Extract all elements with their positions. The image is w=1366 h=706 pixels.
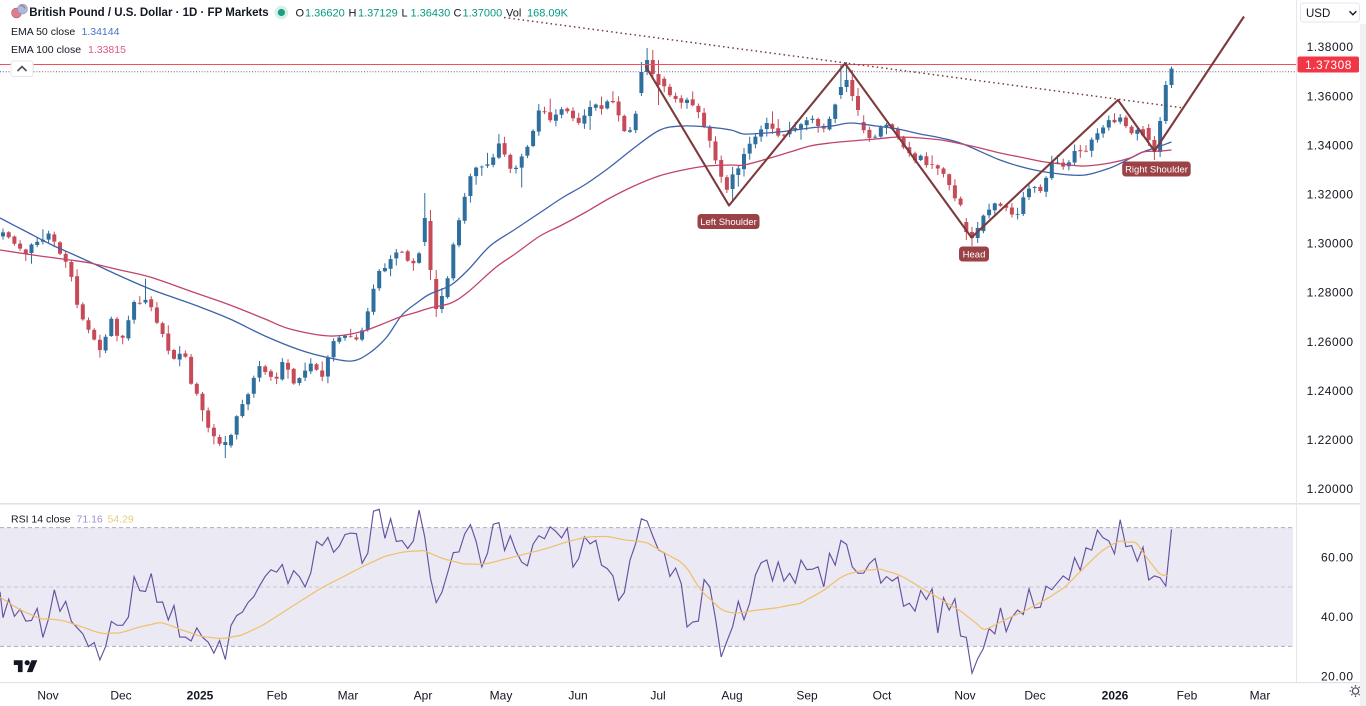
svg-text:1.36000: 1.36000 — [1307, 89, 1354, 103]
svg-text:2026: 2026 — [1102, 689, 1129, 703]
svg-text:Sep: Sep — [796, 689, 818, 703]
svg-text:EMA 50 close: EMA 50 close — [11, 26, 75, 38]
svg-text:1.34000: 1.34000 — [1307, 138, 1354, 152]
svg-text:Feb: Feb — [1177, 689, 1198, 703]
svg-text:Mar: Mar — [338, 689, 359, 703]
svg-text:Jun: Jun — [568, 689, 587, 703]
svg-text:1.37308: 1.37308 — [1305, 58, 1352, 72]
svg-text:British Pound / U.S. Dollar ·: British Pound / U.S. Dollar · 1D · FP Ma… — [29, 7, 268, 19]
svg-text:Left Shoulder: Left Shoulder — [700, 217, 757, 228]
svg-text:1.34144: 1.34144 — [82, 26, 120, 38]
svg-text:1.33815: 1.33815 — [88, 44, 126, 56]
svg-text:Feb: Feb — [267, 689, 288, 703]
svg-text:Right Shoulder: Right Shoulder — [1125, 164, 1188, 175]
svg-text:1.22000: 1.22000 — [1307, 433, 1354, 447]
svg-text:Nov: Nov — [954, 689, 975, 703]
svg-text:Apr: Apr — [414, 689, 433, 703]
svg-text:71.16: 71.16 — [77, 513, 103, 525]
svg-text:1.30000: 1.30000 — [1307, 237, 1354, 251]
svg-text:1.24000: 1.24000 — [1307, 384, 1354, 398]
svg-text:1.32000: 1.32000 — [1307, 188, 1354, 202]
svg-text:May: May — [490, 689, 513, 703]
svg-text:Oct: Oct — [873, 689, 892, 703]
svg-text:20.00: 20.00 — [1321, 669, 1354, 683]
svg-text:Dec: Dec — [1024, 689, 1045, 703]
svg-text:Nov: Nov — [37, 689, 58, 703]
svg-text:Aug: Aug — [721, 689, 742, 703]
svg-text:Dec: Dec — [110, 689, 131, 703]
svg-text:1.28000: 1.28000 — [1307, 286, 1354, 300]
svg-text:USD: USD — [1306, 8, 1330, 20]
svg-text:Jul: Jul — [650, 689, 665, 703]
svg-text:Mar: Mar — [1250, 689, 1271, 703]
svg-text:1.26000: 1.26000 — [1307, 335, 1354, 349]
svg-text:40.00: 40.00 — [1321, 610, 1354, 624]
svg-text:1.38000: 1.38000 — [1307, 40, 1354, 54]
svg-text:1.20000: 1.20000 — [1307, 482, 1354, 496]
svg-text:EMA 100 close: EMA 100 close — [11, 44, 81, 56]
svg-text:Head: Head — [963, 249, 986, 260]
svg-text:RSI 14 close: RSI 14 close — [11, 513, 71, 525]
svg-text:2025: 2025 — [187, 689, 214, 703]
svg-text:54.29: 54.29 — [108, 513, 134, 525]
svg-text:60.00: 60.00 — [1321, 551, 1354, 565]
